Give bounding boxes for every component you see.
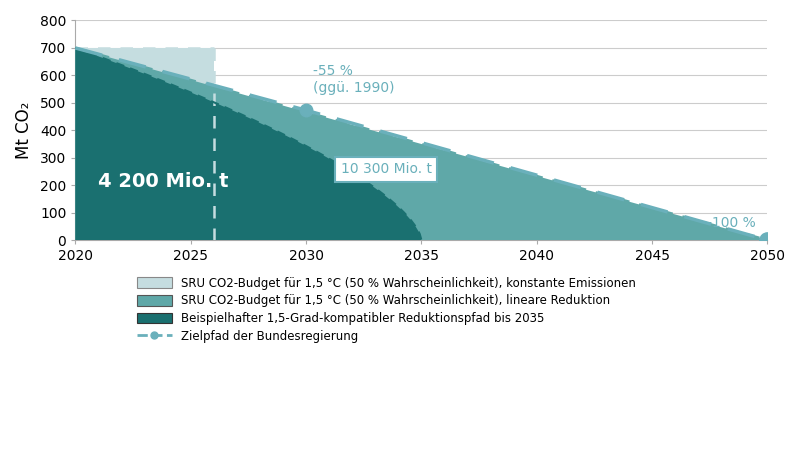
Text: -100 %: -100 % <box>707 216 756 230</box>
Y-axis label: Mt CO₂: Mt CO₂ <box>15 101 33 159</box>
Legend: SRU CO2-Budget für 1,5 °C (50 % Wahrscheinlichkeit), konstante Emissionen, SRU C: SRU CO2-Budget für 1,5 °C (50 % Wahrsche… <box>137 277 636 343</box>
Polygon shape <box>75 48 767 240</box>
Polygon shape <box>75 48 214 240</box>
Text: 10 300 Mio. t: 10 300 Mio. t <box>341 162 432 176</box>
Text: -55 %
(ggü. 1990): -55 % (ggü. 1990) <box>313 64 394 95</box>
Polygon shape <box>75 48 422 240</box>
Text: 4 200 Mio. t: 4 200 Mio. t <box>98 172 229 191</box>
